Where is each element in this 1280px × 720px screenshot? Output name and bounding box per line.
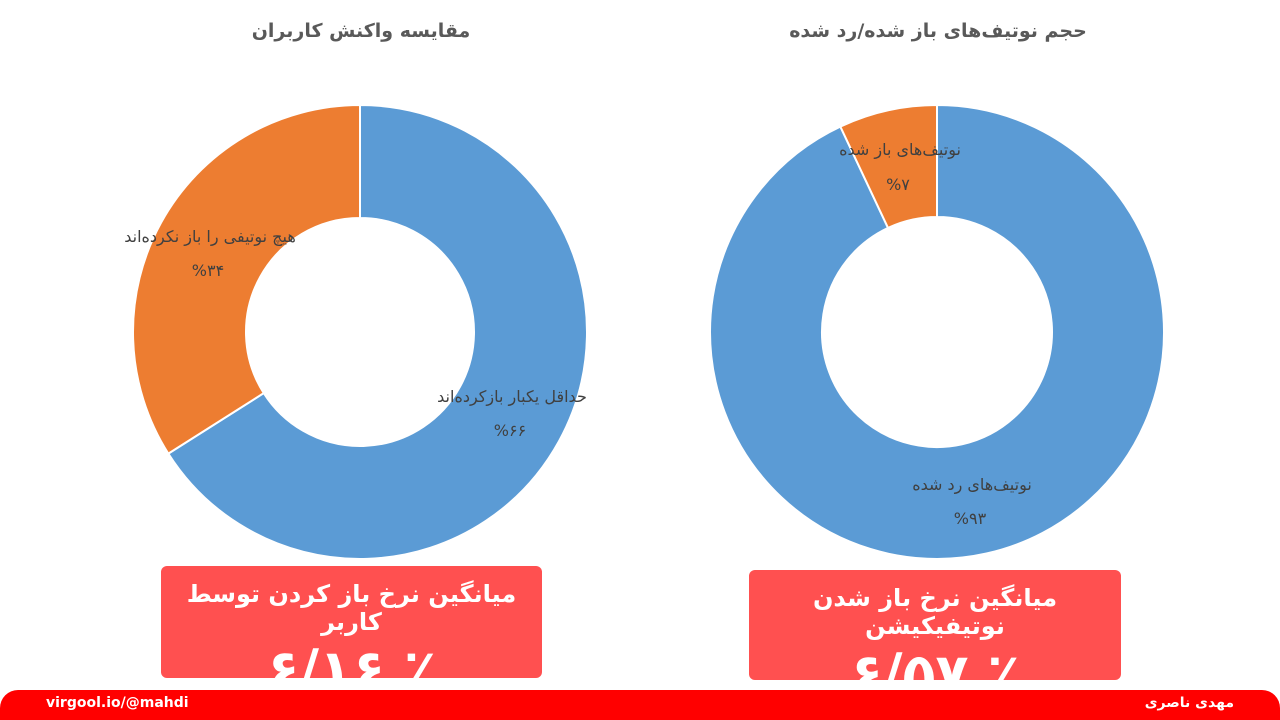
user-open-rate-label: میانگین نرخ باز کردن توسط کاربر [186, 580, 517, 636]
donut1-slice-2 [132, 103, 361, 456]
right-chart-title: حجم نوتیف‌های باز شده/رد شده [789, 20, 1087, 42]
donut2-slice-1-label: نوتیف‌های رد شده [912, 475, 1032, 495]
footer-bar: virgool.io/@mahdi مهدی ناصری [0, 690, 1280, 720]
donut1-slice-1-value: %۶۶ [494, 421, 526, 440]
donut2-slice-2-value: %۷ [886, 175, 910, 194]
notification-open-rate-box: میانگین نرخ باز شدن نوتیفیکیشن ٪ ۶/۵۷ [749, 570, 1121, 705]
footer-link[interactable]: virgool.io/@mahdi [46, 695, 189, 711]
donut2-slice-2-label: نوتیف‌های باز شده [839, 140, 961, 160]
footer-author: مهدی ناصری [1144, 695, 1234, 711]
donut-charts: حداقل یکبار بازکرده‌اند %۶۶ هیچ نوتیفی را … [124, 103, 1165, 560]
left-chart-title: مقایسه واکنش کاربران [251, 20, 471, 42]
donut1-slice-1-label: حداقل یکبار بازکرده‌اند [437, 387, 587, 407]
donut1-slice-1 [166, 103, 588, 560]
notification-open-rate-label: میانگین نرخ باز شدن نوتیفیکیشن [812, 584, 1058, 640]
donut2-slice-1 [709, 103, 1165, 560]
user-open-rate-box: میانگین نرخ باز کردن توسط کاربر ٪ ۶/۱۶ [161, 566, 542, 701]
donut1-slice-2-label: هیچ نوتیفی را باز نکرده‌اند [124, 227, 296, 247]
donut2-slice-2 [839, 103, 938, 230]
donut1-slice-2-value: %۳۴ [192, 261, 224, 280]
donut2-slice-1-value: %۹۳ [954, 509, 987, 528]
